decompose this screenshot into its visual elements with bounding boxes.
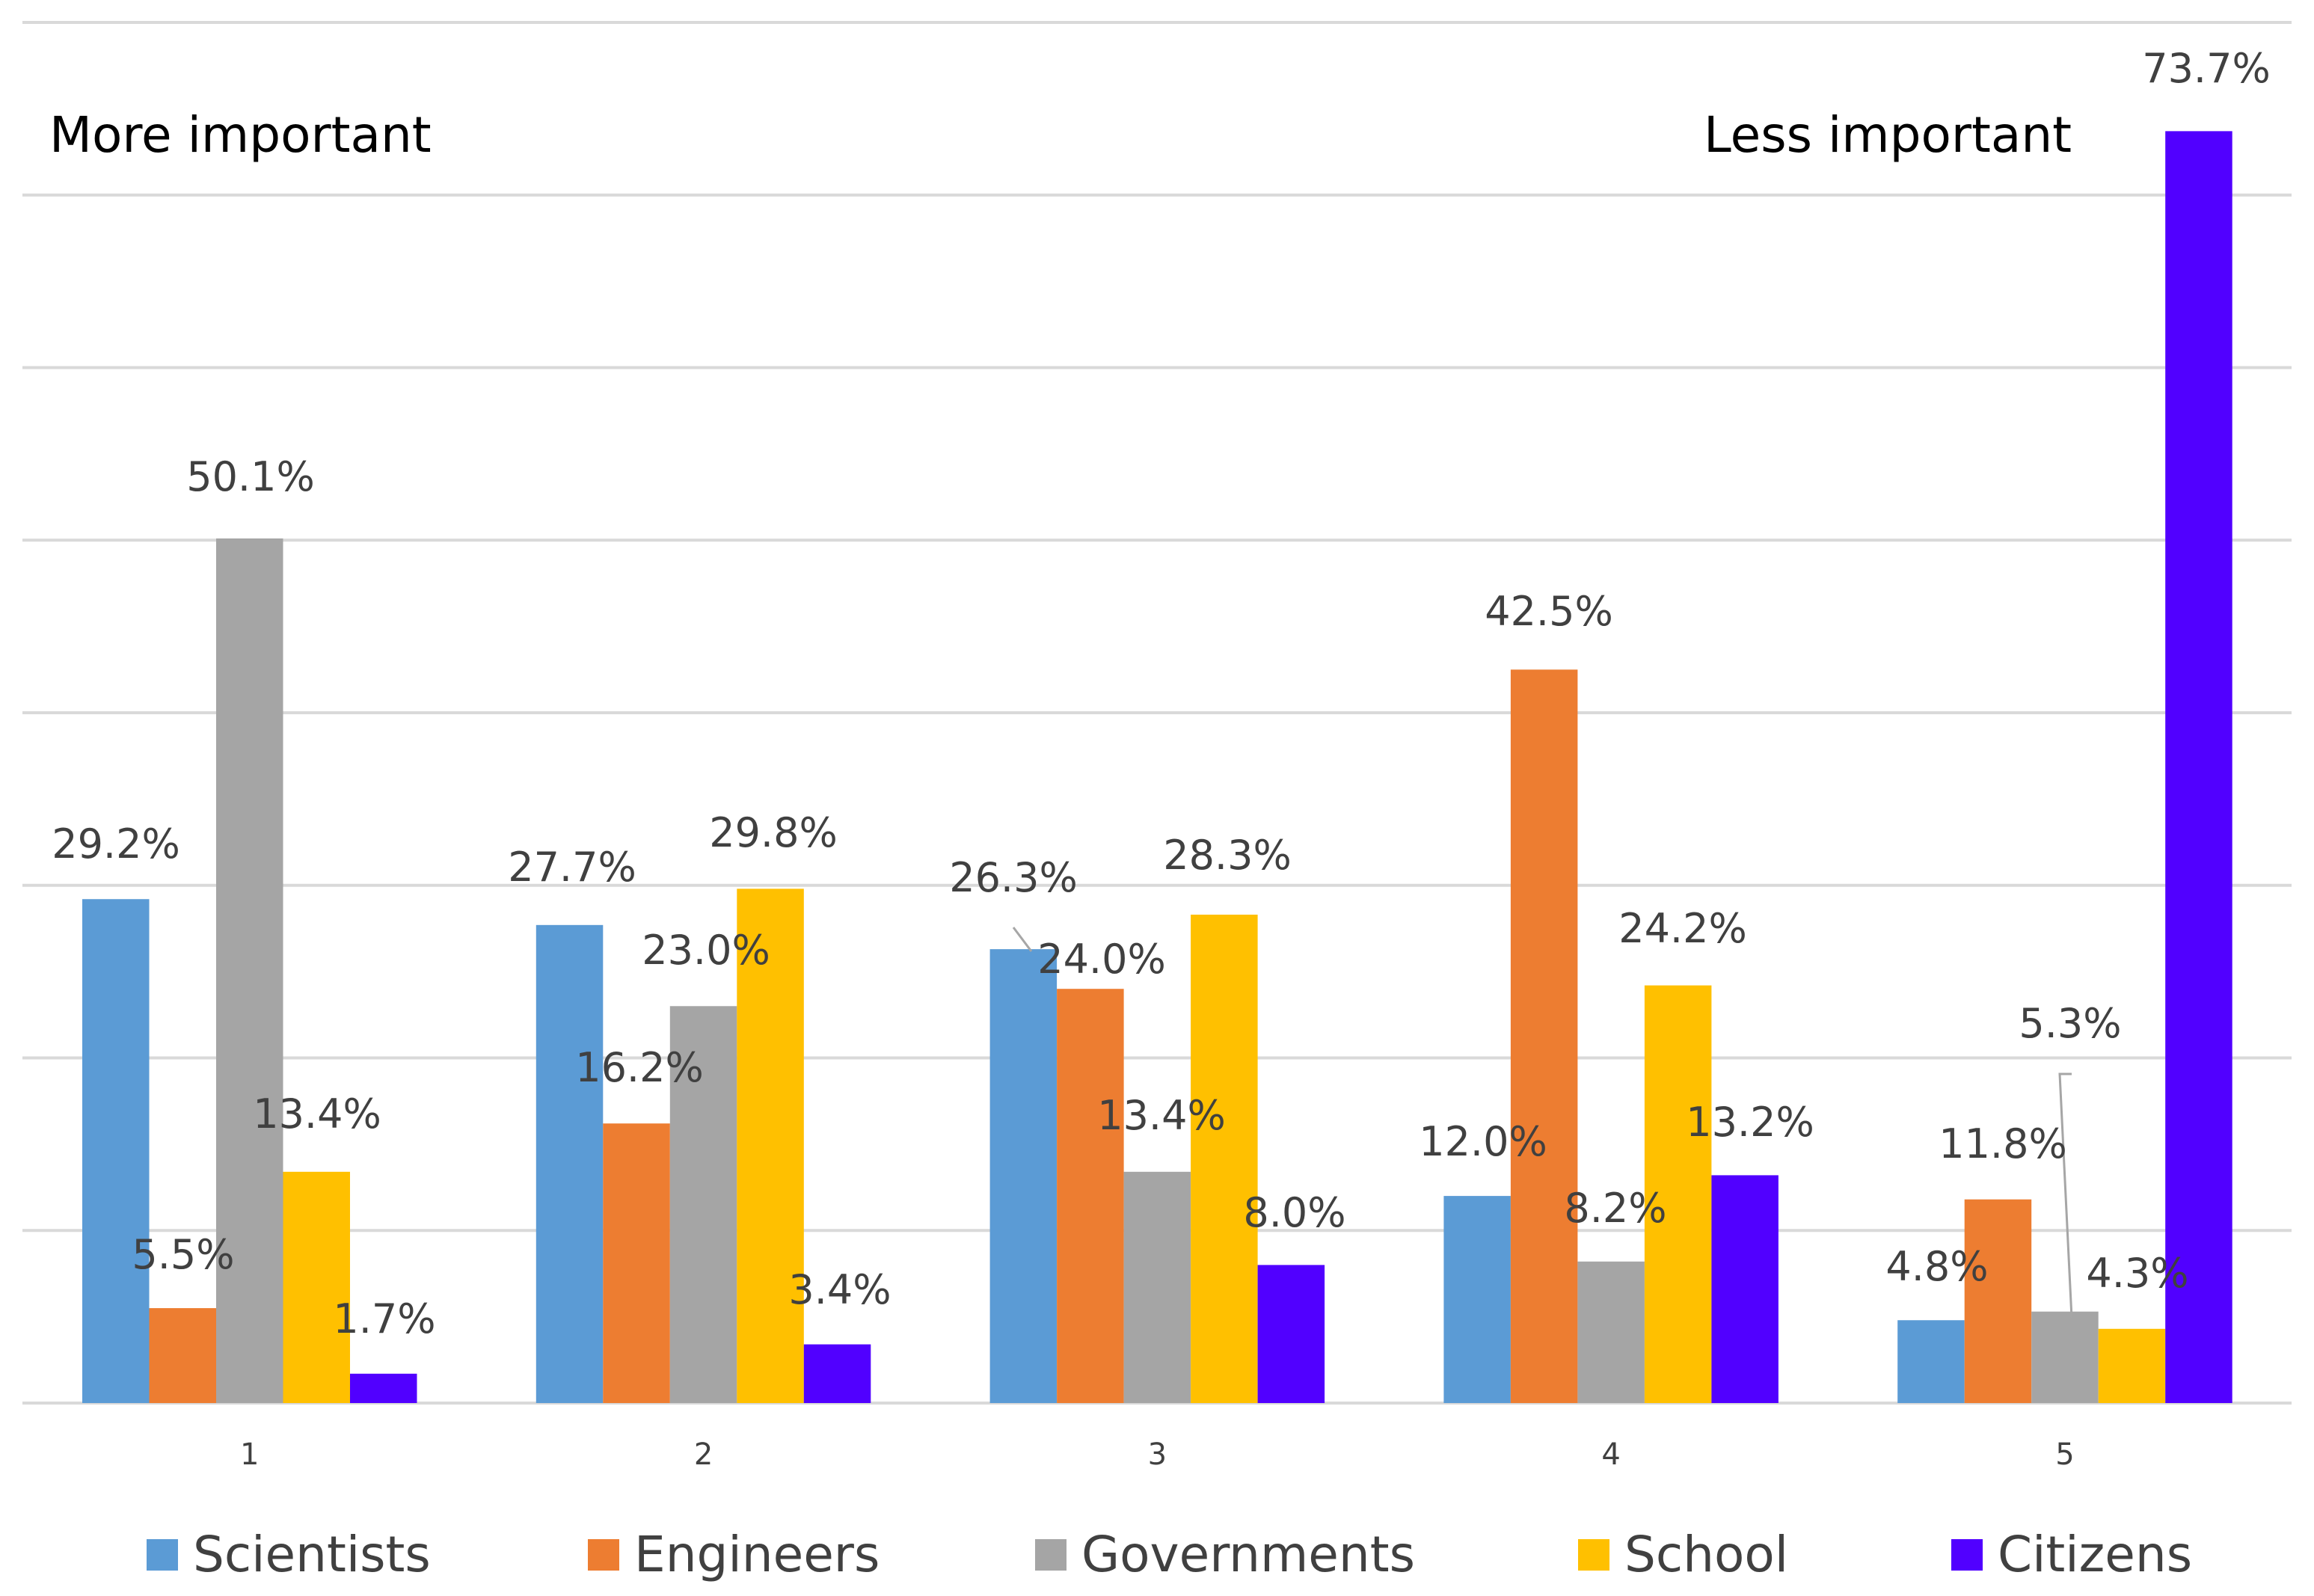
annotation-more-important: More important (49, 106, 432, 164)
data-label-engineers-1: 5.5% (132, 1231, 234, 1278)
x-tick-label-2: 2 (694, 1437, 713, 1472)
bar-citizens-3 (1257, 1265, 1325, 1403)
data-label-school-4: 24.2% (1618, 905, 1747, 952)
data-label-governments-1: 50.1% (186, 453, 315, 500)
data-label-scientists-1: 29.2% (52, 820, 180, 868)
data-label-governments-4: 8.2% (1564, 1185, 1666, 1232)
x-tick-label-1: 1 (240, 1437, 259, 1472)
bar-engineers-3 (1057, 989, 1124, 1403)
x-tick-label-5: 5 (2055, 1437, 2074, 1472)
bar-engineers-5 (1964, 1199, 2032, 1403)
annotation-less-important: Less important (1704, 106, 2072, 164)
leader-line-governments-5 (2058, 1072, 2073, 1319)
bar-school-2 (737, 888, 804, 1403)
legend-label-scientists: Scientists (193, 1526, 431, 1583)
data-label-engineers-4: 42.5% (1485, 588, 1613, 635)
legend-swatch-citizens (1951, 1539, 1983, 1571)
leader-line-scientists-3 (1012, 927, 1033, 952)
bar-engineers-2 (603, 1123, 670, 1403)
legend-label-engineers: Engineers (634, 1526, 880, 1583)
legend-swatch-engineers (588, 1539, 619, 1571)
data-label-scientists-2: 27.7% (508, 844, 636, 891)
legend-label-school: School (1624, 1526, 1788, 1583)
bar-engineers-1 (149, 1308, 216, 1403)
data-label-governments-2: 23.0% (642, 927, 770, 974)
bar-scientists-3 (989, 949, 1058, 1403)
bar-governments-3 (1123, 1171, 1191, 1403)
data-label-citizens-3: 8.0% (1243, 1189, 1345, 1236)
data-label-citizens-5: 73.7% (2142, 45, 2271, 92)
legend-swatch-governments (1035, 1539, 1067, 1571)
bar-citizens-1 (350, 1373, 417, 1403)
data-label-scientists-5: 4.8% (1885, 1243, 1988, 1290)
bar-scientists-1 (82, 899, 150, 1403)
bar-scientists-2 (535, 924, 604, 1403)
data-label-governments-5: 5.3% (2019, 1000, 2121, 1047)
data-label-engineers-5: 11.8% (1939, 1120, 2067, 1167)
data-label-engineers-2: 16.2% (575, 1044, 704, 1091)
data-label-citizens-1: 1.7% (333, 1295, 435, 1342)
data-label-scientists-4: 12.0% (1419, 1118, 1547, 1165)
legend-swatch-school (1578, 1539, 1609, 1571)
legend-label-citizens: Citizens (1998, 1526, 2192, 1583)
gridlines (22, 21, 2292, 1405)
x-axis-ticks: 1 2 3 4 5 (240, 1437, 2075, 1472)
bar-governments-1 (216, 538, 283, 1403)
bar-school-5 (2098, 1328, 2166, 1403)
bar-citizens-2 (803, 1344, 871, 1403)
data-label-citizens-4: 13.2% (1686, 1099, 1814, 1146)
legend-swatch-scientists (147, 1539, 178, 1571)
data-label-engineers-3: 24.0% (1037, 936, 1166, 983)
bar-scientists-4 (1443, 1196, 1511, 1403)
data-label-school-3: 28.3% (1163, 832, 1292, 879)
data-label-governments-3: 13.4% (1097, 1092, 1226, 1139)
label-leader-lines (1012, 927, 2073, 1319)
data-label-school-5: 4.3% (2086, 1250, 2188, 1297)
bar-citizens-4 (1711, 1175, 1779, 1403)
bar-school-4 (1644, 985, 1712, 1403)
bar-engineers-4 (1510, 669, 1578, 1403)
legend: Scientists Engineers Governments School Citi… (147, 1526, 2192, 1583)
data-label-school-1: 13.4% (253, 1090, 381, 1138)
bar-school-1 (283, 1171, 350, 1403)
data-label-citizens-2: 3.4% (788, 1266, 891, 1313)
x-tick-label-4: 4 (1601, 1437, 1620, 1472)
legend-label-governments: Governments (1081, 1526, 1415, 1583)
bar-governments-4 (1577, 1261, 1645, 1403)
x-tick-label-3: 3 (1148, 1437, 1167, 1472)
bars (82, 131, 2232, 1403)
bar-scientists-5 (1897, 1320, 1965, 1403)
bar-governments-2 (669, 1006, 737, 1403)
bar-school-3 (1191, 914, 1258, 1403)
data-label-scientists-3: 26.3% (949, 854, 1078, 901)
bar-citizens-5 (2165, 131, 2232, 1403)
data-label-school-2: 29.8% (709, 809, 838, 856)
bar-governments-5 (2031, 1311, 2099, 1403)
data-labels: 29.2% 5.5% 50.1% 13.4% 1.7% 27.7% 16.2% 23.0% 29… (52, 45, 2271, 1342)
